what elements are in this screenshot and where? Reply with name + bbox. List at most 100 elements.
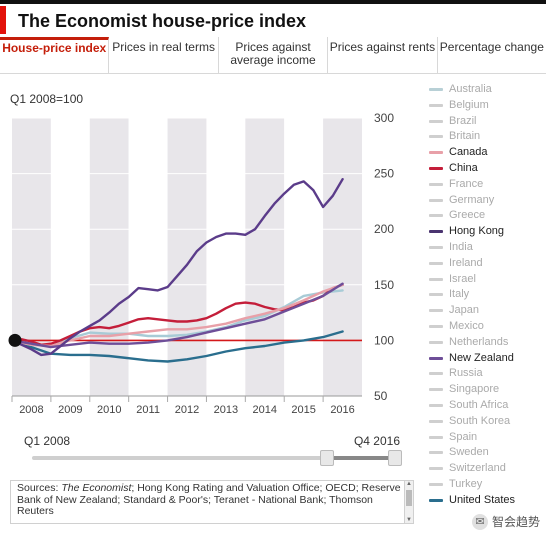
x-tick-label: 2013 [214,404,238,416]
x-tick-label: 2012 [175,404,199,416]
legend-swatch [429,372,443,376]
y-tick-label: 100 [374,333,394,347]
legend-item-france[interactable]: France [427,177,542,193]
legend-item-new-zealand[interactable]: New Zealand [427,351,542,367]
legend-label: New Zealand [449,351,514,364]
legend-item-netherlands[interactable]: Netherlands [427,335,542,351]
legend-label: Brazil [449,114,477,127]
legend-item-israel[interactable]: Israel [427,272,542,288]
legend-swatch [429,135,443,139]
legend-swatch [429,482,443,486]
tab-house-price-index[interactable]: House-price index [0,37,110,73]
legend-item-belgium[interactable]: Belgium [427,98,542,114]
legend-swatch [429,88,443,91]
year-band [89,118,129,396]
x-tick-label: 2010 [97,404,121,416]
legend-label: Netherlands [449,335,509,348]
legend-item-turkey[interactable]: Turkey [427,477,542,493]
legend-item-ireland[interactable]: Ireland [427,256,542,272]
legend-item-india[interactable]: India [427,240,542,256]
range-end-label: Q4 2016 [353,434,400,448]
legend-swatch [429,151,443,155]
legend-swatch [429,340,443,344]
legend-item-greece[interactable]: Greece [427,208,542,224]
series-line-united-states [10,330,344,363]
legend-item-mexico[interactable]: Mexico [427,319,542,335]
watermark-text: 智会趋势 [491,515,540,529]
legend-item-germany[interactable]: Germany [427,193,542,209]
y-tick-label: 200 [374,222,394,236]
watermark: ✉ 智会趋势 [471,513,540,530]
legend-label: Germany [449,193,495,206]
range-start-handle[interactable] [320,450,334,466]
y-tick-label: 50 [374,389,388,403]
legend-item-japan[interactable]: Japan [427,303,542,319]
tab-prices-real-terms[interactable]: Prices in real terms [109,37,219,73]
legend-item-britain[interactable]: Britain [427,129,542,145]
x-tick-label: 2009 [58,404,82,416]
legend-swatch [429,119,443,123]
legend-swatch [429,261,443,265]
country-legend: Australia Belgium Brazil Britain Canada China… [427,82,542,509]
legend-swatch [429,388,443,392]
sources-italic: The Economist [61,482,132,494]
legend-swatch [429,419,443,423]
legend-item-singapore[interactable]: Singapore [427,382,542,398]
range-track[interactable] [32,456,400,460]
legend-item-russia[interactable]: Russia [427,366,542,382]
legend-label: Mexico [449,319,484,332]
year-band [245,118,285,396]
year-band [323,118,362,396]
legend-item-hong-kong[interactable]: Hong Kong [427,224,542,240]
legend-label: Greece [449,209,486,222]
legend-swatch [429,293,443,297]
legend-item-united-states[interactable]: United States [427,493,542,509]
legend-item-south-korea[interactable]: South Korea [427,414,542,430]
legend-item-switzerland[interactable]: Switzerland [427,461,542,477]
legend-item-italy[interactable]: Italy [427,287,542,303]
legend-label: United States [449,493,516,506]
series-line-new-zealand [10,282,344,349]
chart-subtitle: Q1 2008=100 [10,92,83,106]
legend-swatch [429,230,443,234]
scroll-up-icon[interactable]: ▲ [406,481,412,487]
sources-scrollbar[interactable]: ▲ ▼ [404,480,414,524]
legend-item-spain[interactable]: Spain [427,430,542,446]
legend-swatch [429,103,443,107]
legend-swatch [429,356,443,360]
legend-item-south-africa[interactable]: South Africa [427,398,542,414]
legend-item-sweden[interactable]: Sweden [427,445,542,461]
legend-swatch [429,467,443,471]
tab-prices-against-rents[interactable]: Prices against rents [328,37,438,73]
legend-item-china[interactable]: China [427,161,542,177]
legend-label: Hong Kong [449,225,505,238]
time-range-selector: Q1 2008 Q4 2016 [0,428,420,474]
legend-item-canada[interactable]: Canada [427,145,542,161]
range-end-handle[interactable] [388,450,402,466]
legend-label: Israel [449,272,476,285]
legend-label: South Africa [449,398,509,411]
tab-percentage-change[interactable]: Percentage change [439,40,544,54]
sources-prefix: Sources: [17,482,62,494]
legend-label: Canada [449,146,488,159]
range-selected-track [328,456,394,460]
year-band [128,118,168,396]
x-tick-label: 2008 [19,404,43,416]
scroll-down-icon[interactable]: ▼ [406,517,412,523]
legend-label: India [449,240,473,253]
range-start-label: Q1 2008 [24,434,71,448]
title-bar: The Economist house-price index [0,0,546,35]
legend-item-brazil[interactable]: Brazil [427,114,542,130]
legend-swatch [429,214,443,218]
legend-swatch [429,277,443,281]
tab-prices-against-income[interactable]: Prices against average income [219,37,329,73]
legend-swatch [429,451,443,455]
legend-item-australia[interactable]: Australia [427,82,542,98]
x-tick-label: 2011 [136,404,160,416]
legend-label: China [449,161,478,174]
legend-swatch [429,403,443,407]
scroll-thumb[interactable] [406,490,412,506]
legend-label: Sweden [449,446,489,459]
legend-label: Turkey [449,477,483,490]
legend-label: Singapore [449,383,500,396]
